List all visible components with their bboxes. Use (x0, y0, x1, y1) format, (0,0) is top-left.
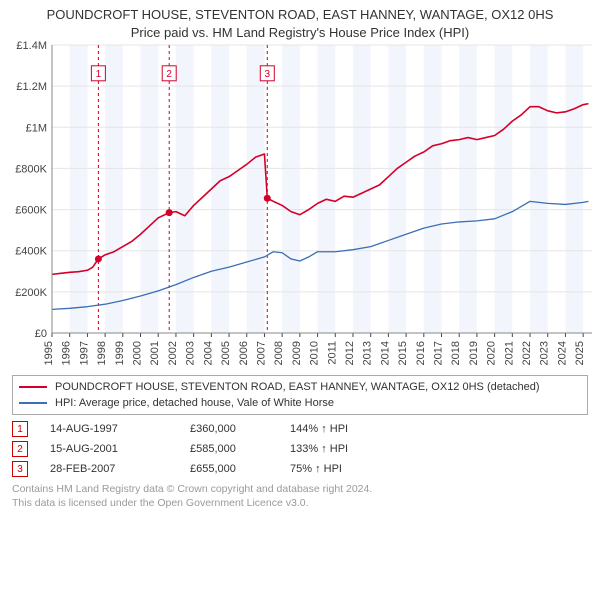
svg-text:2014: 2014 (379, 341, 391, 365)
legend-item: HPI: Average price, detached house, Vale… (19, 395, 581, 411)
svg-text:£0: £0 (35, 328, 47, 340)
svg-text:2012: 2012 (344, 341, 356, 365)
svg-text:2025: 2025 (574, 341, 586, 365)
svg-text:3: 3 (265, 69, 271, 80)
svg-text:2007: 2007 (255, 341, 267, 365)
svg-text:1998: 1998 (96, 341, 108, 365)
svg-text:2020: 2020 (486, 341, 498, 365)
event-price: £585,000 (190, 443, 290, 455)
svg-text:2005: 2005 (220, 341, 232, 365)
event-delta: 133% ↑ HPI (290, 443, 410, 455)
attribution-line: Contains HM Land Registry data © Crown c… (12, 483, 588, 497)
svg-text:£400K: £400K (15, 246, 47, 258)
svg-text:2013: 2013 (362, 341, 374, 365)
event-price: £655,000 (190, 463, 290, 475)
event-marker: 2 (12, 441, 28, 457)
event-delta: 144% ↑ HPI (290, 423, 410, 435)
attribution: Contains HM Land Registry data © Crown c… (12, 483, 588, 510)
svg-text:2015: 2015 (397, 341, 409, 365)
svg-text:2009: 2009 (291, 341, 303, 365)
svg-text:2011: 2011 (326, 341, 338, 365)
legend-swatch (19, 386, 47, 388)
svg-text:£600K: £600K (15, 205, 47, 217)
svg-text:2002: 2002 (167, 341, 179, 365)
chart-container: POUNDCROFT HOUSE, STEVENTON ROAD, EAST H… (0, 0, 600, 518)
event-row: 2 15-AUG-2001£585,000133% ↑ HPI (12, 439, 588, 459)
chart-title-sub: Price paid vs. HM Land Registry's House … (4, 24, 596, 42)
svg-text:2008: 2008 (273, 341, 285, 365)
svg-text:£1M: £1M (26, 122, 47, 134)
event-row: 3 28-FEB-2007£655,00075% ↑ HPI (12, 459, 588, 479)
legend-label: POUNDCROFT HOUSE, STEVENTON ROAD, EAST H… (55, 381, 540, 393)
svg-text:2021: 2021 (503, 341, 515, 365)
legend-swatch (19, 402, 47, 404)
price-chart: £0 £200K £400K £600K £800K £1M £1.2M £1.4M 1995 1… (4, 41, 596, 371)
svg-text:£200K: £200K (15, 287, 47, 299)
svg-text:2004: 2004 (202, 341, 214, 365)
svg-text:1997: 1997 (78, 341, 90, 365)
svg-text:2010: 2010 (309, 341, 321, 365)
event-price: £360,000 (190, 423, 290, 435)
svg-text:2000: 2000 (132, 341, 144, 365)
svg-text:1996: 1996 (61, 341, 73, 365)
svg-text:£1.2M: £1.2M (16, 81, 47, 93)
svg-text:2001: 2001 (149, 341, 161, 365)
svg-text:2023: 2023 (539, 341, 551, 365)
chart-legend: POUNDCROFT HOUSE, STEVENTON ROAD, EAST H… (12, 375, 588, 415)
event-marker: 3 (12, 461, 28, 477)
svg-text:2022: 2022 (521, 341, 533, 365)
event-table: 1 14-AUG-1997£360,000144% ↑ HPI 2 15-AUG-20… (12, 419, 588, 479)
svg-text:£1.4M: £1.4M (16, 41, 47, 52)
svg-text:1995: 1995 (43, 341, 55, 365)
event-date: 14-AUG-1997 (50, 423, 190, 435)
svg-text:£800K: £800K (15, 164, 47, 176)
svg-text:2017: 2017 (433, 341, 445, 365)
svg-text:2016: 2016 (415, 341, 427, 365)
attribution-line: This data is licensed under the Open Gov… (12, 497, 588, 511)
svg-text:2024: 2024 (556, 341, 568, 365)
legend-label: HPI: Average price, detached house, Vale… (55, 397, 334, 409)
event-date: 15-AUG-2001 (50, 443, 190, 455)
svg-text:2019: 2019 (468, 341, 480, 365)
svg-text:1999: 1999 (114, 341, 126, 365)
svg-text:2006: 2006 (238, 341, 250, 365)
svg-text:1: 1 (96, 69, 102, 80)
svg-text:2018: 2018 (450, 341, 462, 365)
event-date: 28-FEB-2007 (50, 463, 190, 475)
svg-text:2003: 2003 (185, 341, 197, 365)
chart-title-address: POUNDCROFT HOUSE, STEVENTON ROAD, EAST H… (4, 6, 596, 24)
event-marker: 1 (12, 421, 28, 437)
event-row: 1 14-AUG-1997£360,000144% ↑ HPI (12, 419, 588, 439)
event-delta: 75% ↑ HPI (290, 463, 410, 475)
svg-text:2: 2 (166, 69, 172, 80)
legend-item: POUNDCROFT HOUSE, STEVENTON ROAD, EAST H… (19, 379, 581, 395)
